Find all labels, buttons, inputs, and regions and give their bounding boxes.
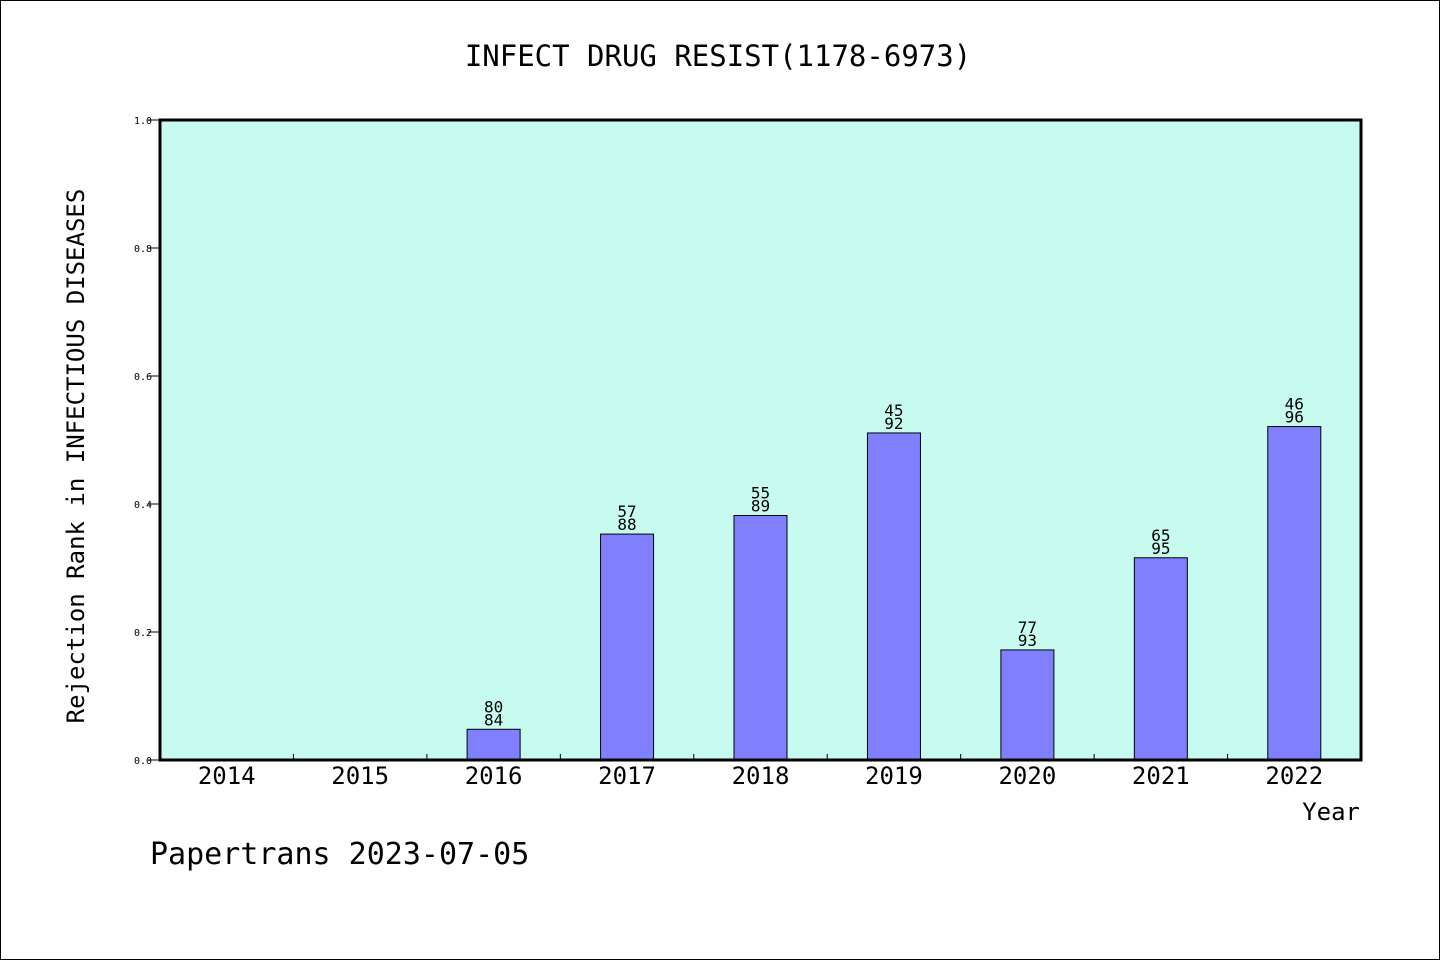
bar-data-label: 96 xyxy=(1285,408,1304,427)
bar-data-label: 57 xyxy=(617,502,636,521)
bar-data-label: 45 xyxy=(884,401,903,420)
watermark: Papertrans 2023-07-05 xyxy=(150,837,529,872)
bar-2021 xyxy=(1133,557,1188,761)
bar-data-label: 80 xyxy=(484,697,503,716)
y-tick-label: 1.0 xyxy=(134,116,152,127)
bar-data-label: 95 xyxy=(1151,539,1170,558)
plot-border xyxy=(158,118,1363,762)
y-tick-label: 0.8 xyxy=(134,244,152,255)
y-tick-label: 0.0 xyxy=(134,756,152,767)
bar-data-label: 89 xyxy=(751,497,770,516)
bar-2016 xyxy=(466,728,521,761)
bar-data-label: 93 xyxy=(1018,631,1037,650)
bars-group xyxy=(466,426,1322,761)
bar-data-label: 55 xyxy=(751,484,770,503)
bar-2017 xyxy=(600,533,655,761)
y-axis-label: Rejection Rank in INFECTIOUS DISEASES xyxy=(62,189,90,724)
x-tick-label: 2015 xyxy=(331,762,389,790)
chart-title: INFECT DRUG RESIST(1178-6973) xyxy=(465,39,971,73)
bar-data-label: 92 xyxy=(884,414,903,433)
x-tick-label: 2022 xyxy=(1265,762,1323,790)
bar-2018 xyxy=(733,515,788,761)
bar-data-label: 77 xyxy=(1018,618,1037,637)
y-tick-label: 0.2 xyxy=(134,628,152,639)
x-axis-ticks: 2014 2015 2016 2017 2018 2019 2020 2021 2022 xyxy=(198,754,1323,790)
x-tick-label: 2018 xyxy=(732,762,790,790)
x-tick-label: 2020 xyxy=(998,762,1056,790)
x-tick-label: 2021 xyxy=(1132,762,1190,790)
bar-data-label: 65 xyxy=(1151,526,1170,545)
x-tick-label: 2014 xyxy=(198,762,256,790)
y-axis-ticks: 0.0 0.2 0.4 0.6 0.8 1.0 xyxy=(134,116,160,767)
bar-data-label: 46 xyxy=(1285,395,1304,414)
x-tick-label: 2016 xyxy=(465,762,523,790)
x-tick-label: 2019 xyxy=(865,762,923,790)
bar-data-label: 88 xyxy=(617,515,636,534)
bar-2019 xyxy=(866,432,921,761)
y-tick-label: 0.4 xyxy=(134,500,152,511)
x-tick-label: 2017 xyxy=(598,762,656,790)
bar-data-label: 84 xyxy=(484,710,503,729)
x-axis-label: Year xyxy=(1302,798,1360,826)
bar-2020 xyxy=(1000,649,1055,761)
bar-2022 xyxy=(1267,426,1322,761)
y-tick-label: 0.6 xyxy=(134,372,152,383)
